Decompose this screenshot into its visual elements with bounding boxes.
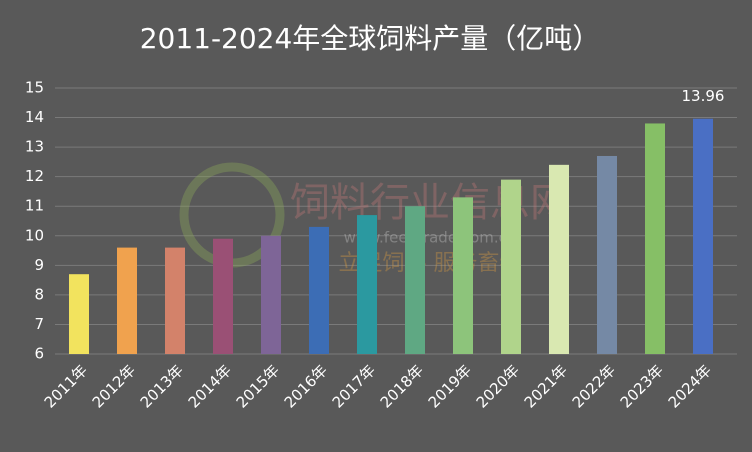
watermark-name: 饲料行业信息网 (290, 180, 570, 226)
bar (549, 164, 569, 354)
bar (309, 226, 329, 354)
y-tick-label: 10 (25, 226, 44, 244)
y-tick-label: 9 (34, 256, 44, 274)
bar (213, 238, 233, 354)
y-tick-label: 7 (34, 315, 44, 333)
bar (501, 179, 521, 354)
y-tick-label: 15 (25, 79, 44, 97)
bar (165, 247, 185, 354)
value-label: 13.96 (682, 87, 725, 105)
y-tick-label: 13 (25, 138, 44, 156)
bar (69, 274, 89, 354)
chart-title: 2011-2024年全球饲料产量（亿吨） (140, 22, 601, 55)
bar (597, 155, 617, 354)
y-tick-label: 12 (25, 167, 44, 185)
bar (261, 235, 281, 354)
bar (693, 118, 713, 354)
y-tick-label: 14 (25, 108, 44, 126)
bar (405, 206, 425, 354)
bar (357, 215, 377, 354)
y-tick-label: 11 (25, 197, 44, 215)
y-tick-label: 8 (34, 285, 44, 303)
bar (453, 197, 473, 354)
y-tick-label: 6 (34, 345, 44, 363)
bar (117, 247, 137, 354)
watermark: 饲料行业信息网 www.feedtrade.com.cn 立足饲料 服务畜牧 (179, 162, 570, 276)
bar (645, 123, 665, 354)
watermark-url: www.feedtrade.com.cn (344, 229, 517, 247)
